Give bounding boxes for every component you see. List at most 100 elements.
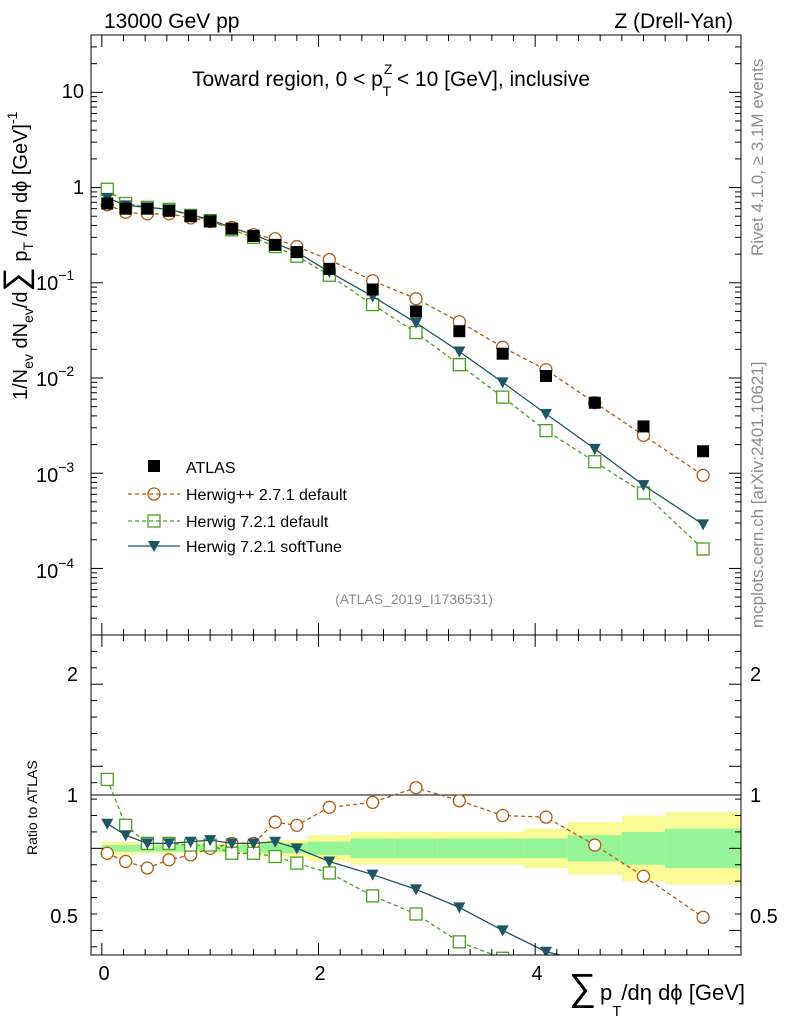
ratio-point-herwig-2-7-1-default: [162, 853, 176, 867]
point-atlas: [637, 420, 650, 433]
ratio-panel: 2 1 0.5 2 1 0.5 Ratio to ATLAS 0 2 4 ∑ pT…: [24, 634, 778, 1020]
ratio-point-herwig-7-2-1-softtune: [269, 836, 282, 848]
ratio-point-herwig-7-2-1-softtune: [323, 856, 336, 868]
point-atlas: [290, 246, 303, 259]
point-herwig-7-2-1-default: [696, 542, 710, 556]
ratio-point-herwig-7-2-1-softtune: [141, 838, 154, 850]
main-ticks: [91, 34, 741, 636]
y-tick-label-1e-3: 10−3: [36, 459, 74, 487]
chart-title: Toward region, 0 < pZ T < 10 [GeV], inclu…: [192, 61, 590, 99]
point-atlas: [225, 222, 238, 235]
ratio-point-herwig-2-7-1-default: [636, 869, 651, 883]
y-tick-label-1e-1: 10−1: [36, 267, 74, 295]
point-atlas: [184, 210, 197, 223]
legend: ATLAS Herwig++ 2.7.1 default Herwig 7.2.…: [128, 460, 348, 556]
ratio-point-herwig-2-7-1-default: [588, 838, 602, 852]
main-series: [100, 182, 710, 556]
point-herwig-7-2-1-default: [452, 358, 466, 372]
point-atlas: [119, 202, 132, 215]
ratio-point-herwig-7-2-1-softtune: [410, 884, 422, 896]
ratio-point-herwig-7-2-1-default: [366, 889, 380, 903]
point-atlas: [496, 347, 509, 360]
point-herwig-2-7-1-default: [696, 468, 710, 482]
ratio-point-herwig-2-7-1-default: [140, 861, 154, 875]
point-herwig-7-2-1-default: [496, 390, 510, 404]
ratio-point-herwig-2-7-1-default: [100, 846, 114, 860]
ratio-point-herwig-2-7-1-default: [290, 818, 304, 833]
ratio-series: [100, 772, 710, 955]
ratio-point-herwig-2-7-1-default: [409, 780, 423, 795]
legend-marker-atlas: [148, 460, 160, 472]
ratio-point-herwig-7-2-1-default: [268, 849, 282, 864]
ratio-point-herwig-7-2-1-default: [496, 951, 510, 955]
ratio-point-herwig-7-2-1-default: [322, 866, 336, 880]
rivet-label: Rivet 4.1.0, ≥ 3.1M events: [748, 59, 767, 256]
ratio-frame: [90, 634, 742, 956]
legend-label-herwigpp: Herwig++ 2.7.1 default: [186, 487, 348, 504]
x-axis-label: ∑ pT/dη dϕ [GeV]: [569, 967, 745, 1020]
ratio-point-herwig-2-7-1-default: [268, 815, 282, 829]
ratio-tick-1-right: 1: [750, 785, 761, 807]
header-right: Z (Drell-Yan): [614, 10, 733, 33]
y-tick-label-1e-2: 10−2: [36, 363, 74, 391]
point-herwig-7-2-1-softtune: [496, 377, 509, 389]
band-inner: [307, 841, 351, 855]
y-tick-labels: 10 1 10−1 10−2 10−3 10−4: [36, 81, 84, 583]
point-herwig-7-2-1-softtune: [453, 346, 466, 358]
ratio-tick-05-right: 0.5: [750, 906, 778, 928]
point-herwig-7-2-1-softtune: [697, 519, 710, 531]
band-inner: [524, 838, 568, 859]
x-tick-label-2: 2: [314, 963, 325, 985]
ratio-point-herwig-7-2-1-softtune: [247, 838, 260, 850]
ratio-line-herwig-7-2-1-default: [106, 779, 496, 955]
series-line-herwig-2-7-1-default: [107, 204, 704, 476]
band-inner: [117, 845, 137, 852]
band-inner: [394, 838, 438, 859]
band-inner: [264, 843, 286, 854]
point-herwig-7-2-1-default: [588, 455, 602, 469]
point-atlas: [247, 229, 260, 242]
point-atlas: [588, 396, 601, 409]
legend-label-softtune: Herwig 7.2.1 softTune: [186, 539, 342, 556]
band-inner: [481, 838, 525, 859]
ratio-tick-1-left: 1: [67, 785, 78, 807]
ratio-point-herwig-2-7-1-default: [322, 800, 336, 814]
ratio-point-herwig-2-7-1-default: [539, 810, 553, 824]
ratio-point-herwig-7-2-1-default: [290, 856, 304, 870]
ratio-point-herwig-7-2-1-softtune: [453, 902, 466, 914]
ratio-point-herwig-2-7-1-default: [119, 854, 133, 869]
y-tick-label-10: 10: [62, 81, 84, 103]
point-herwig-7-2-1-default: [539, 423, 553, 438]
point-atlas: [141, 202, 154, 215]
legend-label-herwig721: Herwig 7.2.1 default: [186, 514, 329, 531]
x-tick-label-0: 0: [98, 963, 109, 985]
ratio-tick-2-left: 2: [67, 664, 78, 686]
point-herwig-7-2-1-softtune: [410, 317, 422, 329]
ratio-point-herwig-7-2-1-softtune: [290, 843, 303, 855]
ratio-ticks: [91, 635, 741, 955]
point-atlas: [540, 369, 552, 382]
ratio-y-label: Ratio to ATLAS: [24, 760, 40, 855]
ratio-point-herwig-7-2-1-default: [452, 935, 466, 949]
ratio-tick-2-right: 2: [750, 664, 761, 686]
legend-label-atlas: ATLAS: [186, 460, 236, 477]
y-tick-label-1e-4: 10−4: [36, 555, 74, 583]
point-herwig-2-7-1-default: [409, 292, 423, 306]
ratio-point-herwig-2-7-1-default: [496, 808, 510, 823]
ratio-point-herwig-7-2-1-default: [119, 818, 133, 833]
point-atlas: [204, 215, 217, 228]
band-inner: [621, 831, 666, 865]
ratio-point-herwig-7-2-1-softtune: [184, 836, 197, 848]
ratio-point-herwig-7-2-1-softtune: [101, 818, 114, 830]
y-tick-label-1: 1: [73, 177, 84, 199]
point-atlas: [163, 204, 175, 217]
main-panel: Toward region, 0 < pZ T < 10 [GeV], inclu…: [0, 34, 742, 636]
ratio-point-herwig-7-2-1-softtune: [119, 830, 132, 842]
ratio-bands: [101, 812, 741, 885]
ratio-point-herwig-7-2-1-softtune: [366, 869, 379, 881]
point-atlas: [410, 305, 422, 318]
point-herwig-7-2-1-softtune: [637, 480, 650, 492]
y-axis-label: 1/Nev dNev/d∑ pT /dη dϕ [GeV]-1: [0, 111, 36, 400]
band-inner: [437, 838, 481, 859]
